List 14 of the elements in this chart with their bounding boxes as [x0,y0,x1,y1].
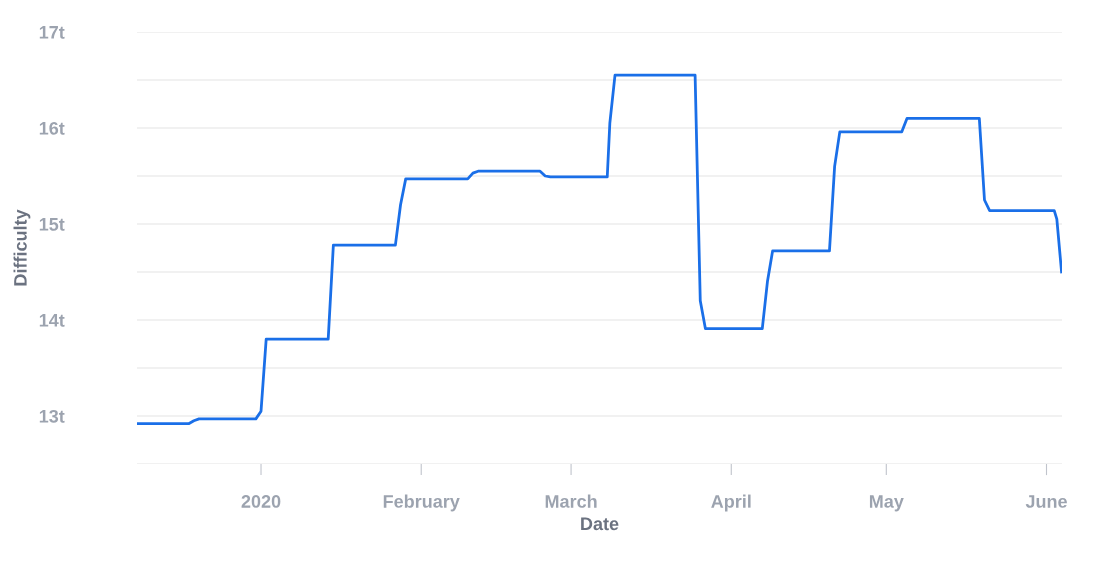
x-tick-label: 2020 [241,495,281,508]
x-tick-label: February [383,494,460,512]
line-series [137,73,1062,426]
x-axis-title: Date [581,517,619,531]
y-tick-label: 14t [39,314,65,327]
x-tick-label: March [545,494,597,508]
y-tick-label: 17t [39,26,65,39]
y-tick-label: 13t [39,409,65,423]
y-tick-label: 15t [39,218,65,231]
x-tick-label: June [1025,495,1067,508]
x-tick-label: May [869,495,904,512]
y-tick-label: 16t [39,121,65,135]
y-axis-title: Difficulty [13,209,31,286]
x-tick-label: April [711,494,751,512]
